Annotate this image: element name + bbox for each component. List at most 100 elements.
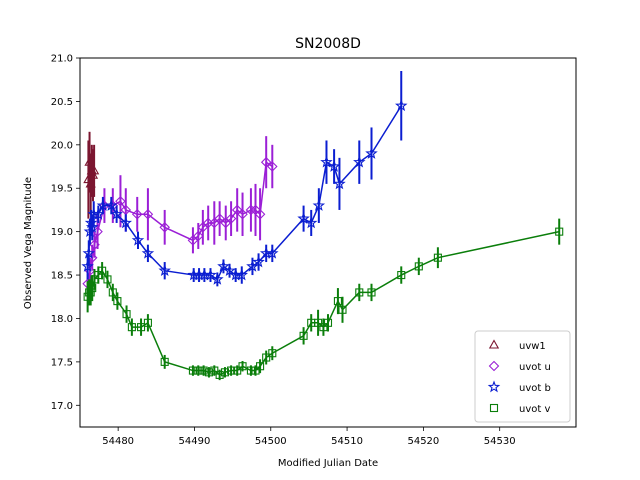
x-tick-label: 54510 <box>331 436 363 447</box>
data-point <box>160 357 169 366</box>
legend-marker <box>488 360 500 372</box>
data-point <box>555 227 564 236</box>
data-point <box>256 362 265 371</box>
x-tick-label: 54500 <box>255 436 287 447</box>
data-point <box>355 288 364 297</box>
data-point <box>136 323 146 332</box>
y-tick-label: 21.0 <box>51 54 73 65</box>
data-point <box>237 209 248 220</box>
y-tick-label: 17.0 <box>51 401 73 412</box>
data-point <box>143 318 152 327</box>
legend-label: uvot v <box>519 404 550 415</box>
data-point <box>227 366 236 375</box>
legend-label: uvw1 <box>519 341 546 352</box>
y-tick-label: 18.5 <box>51 271 73 282</box>
data-point <box>312 199 326 211</box>
data-point <box>199 366 208 375</box>
data-point <box>260 156 272 168</box>
data-point <box>204 368 214 377</box>
series-uvot-b <box>81 71 408 287</box>
data-point <box>110 207 123 220</box>
data-point <box>268 349 277 358</box>
legend-item: uvot b <box>487 380 551 394</box>
data-point <box>267 161 278 172</box>
data-point <box>122 310 131 319</box>
data-point <box>338 305 347 314</box>
data-point <box>319 323 328 332</box>
y-tick-label: 18.0 <box>51 314 73 325</box>
data-point <box>214 213 225 224</box>
data-point <box>251 366 260 375</box>
data-point <box>85 220 99 233</box>
x-tick-label: 54490 <box>179 436 211 447</box>
legend-marker <box>489 403 499 413</box>
data-point <box>108 288 117 297</box>
y-tick-label: 19.5 <box>51 184 73 195</box>
data-point <box>254 209 266 220</box>
data-point <box>397 271 406 280</box>
y-axis: 17.0 17.5 18.0 18.5 19.0 19.5 20.0 20.5 21.0 <box>51 54 80 412</box>
x-tick-label: 54520 <box>407 436 439 447</box>
data-point <box>113 297 122 306</box>
data-point <box>159 222 170 233</box>
data-point <box>223 264 236 277</box>
data-point <box>141 246 155 259</box>
legend-box <box>474 330 571 423</box>
data-point <box>327 159 341 172</box>
data-point <box>81 259 94 272</box>
data-point <box>367 288 376 297</box>
data-point <box>231 204 243 216</box>
data-point <box>88 165 100 175</box>
data-point <box>365 146 378 159</box>
y-tick-label: 20.5 <box>51 97 73 108</box>
y-tick-label: 17.5 <box>51 357 73 368</box>
legend-label: uvot b <box>519 383 551 394</box>
data-point <box>262 353 271 362</box>
data-point <box>245 204 257 216</box>
plot-area <box>81 71 564 381</box>
data-point <box>299 331 308 340</box>
legend-item: uvw1 <box>488 339 546 352</box>
x-axis-label: Modified Julian Date <box>278 458 378 469</box>
data-point <box>333 297 342 306</box>
data-point <box>103 275 112 284</box>
y-axis-label: Observed Vega Magnitude <box>23 177 34 309</box>
data-point <box>314 318 323 327</box>
data-point <box>297 212 310 224</box>
data-point <box>217 259 230 272</box>
data-point <box>320 155 333 168</box>
data-point <box>215 370 224 379</box>
data-point <box>158 264 171 277</box>
data-point <box>210 366 219 375</box>
data-point <box>98 266 107 275</box>
y-tick-label: 20.0 <box>51 140 73 151</box>
series-uvw1 <box>83 131 100 219</box>
data-point <box>225 213 237 224</box>
data-point <box>414 262 423 271</box>
data-point <box>204 268 217 281</box>
data-point <box>395 99 408 112</box>
x-axis: 54480 54490 54500 54510 54520 54530 <box>102 427 516 447</box>
data-point <box>238 362 247 371</box>
data-point <box>188 366 197 375</box>
chart-title: SN2008D <box>295 36 361 52</box>
data-point <box>142 209 154 220</box>
legend-item: uvot v <box>489 403 550 415</box>
data-point <box>266 246 279 259</box>
data-point <box>323 318 333 327</box>
data-point <box>115 195 126 207</box>
data-point <box>105 199 118 211</box>
x-tick-label: 54480 <box>102 436 134 447</box>
legend-label: uvot u <box>519 362 551 373</box>
data-point <box>252 255 265 268</box>
legend-marker <box>488 339 500 349</box>
x-tick-label: 54530 <box>484 436 516 447</box>
data-point <box>127 323 136 332</box>
data-point <box>192 230 204 242</box>
data-point <box>220 368 230 377</box>
data-point <box>119 216 133 229</box>
axes-frame <box>79 57 577 428</box>
data-point <box>131 233 145 246</box>
data-point <box>233 366 242 375</box>
